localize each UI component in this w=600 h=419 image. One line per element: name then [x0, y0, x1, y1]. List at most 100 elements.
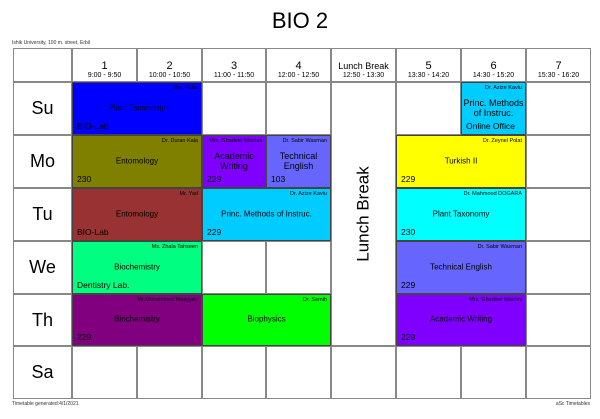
lesson-teacher: Dr. Duran Kala: [161, 138, 198, 144]
lesson-room: 230: [401, 227, 416, 237]
lesson-subject: Plant Taxonomy: [432, 209, 490, 218]
lunch-break-label: Lunch Break: [331, 82, 396, 346]
lesson-room: 229: [401, 332, 416, 342]
period-time: 11:00 - 11:50: [213, 72, 255, 79]
lesson-teacher: Mrs. Ghadeer Mashni: [209, 138, 262, 144]
lunch-column: [331, 82, 396, 346]
lesson-subject: Biochemistry: [114, 314, 160, 324]
lesson-room: 229: [77, 332, 92, 342]
lesson-subject: Turkish II: [444, 156, 478, 165]
lesson-card[interactable]: Dr. Zeynel Polat Turkish II 229: [396, 135, 526, 188]
empty-slot: [202, 82, 266, 135]
lesson-room: 229: [207, 174, 222, 184]
day-label: Mo: [13, 135, 72, 188]
day-label: We: [13, 241, 72, 294]
lesson-teacher: Mrs. Nuha: [172, 85, 198, 91]
brand-label: aSc Timetables: [555, 401, 590, 407]
lesson-subject: Entomology: [115, 156, 159, 165]
lesson-card[interactable]: Mrs. Nuha Plant Taxonomy BIO-Lab: [72, 82, 202, 135]
lesson-teacher: Ms. Zhala Tahseen: [151, 244, 198, 250]
empty-slot: [72, 346, 137, 399]
empty-slot: [526, 241, 591, 294]
period-number: 5: [425, 60, 432, 72]
empty-slot: [526, 346, 591, 399]
empty-slot: [331, 346, 396, 399]
lesson-teacher: Dr. Semih: [302, 297, 327, 303]
empty-slot: [396, 346, 461, 399]
lesson-subject: Princ. Methods of Instruc.: [221, 209, 312, 218]
generated-date: Timetable generated:4/1/2021: [12, 401, 79, 407]
lesson-room: 229: [401, 280, 416, 290]
lesson-teacher: Dr. Zeynel Polat: [482, 138, 522, 144]
lesson-subject: Technical English: [430, 262, 492, 271]
lesson-teacher: Dr. Sabir Wasman: [282, 138, 327, 144]
column-header: 2 10:00 - 10:50: [137, 48, 202, 82]
lesson-room: BIO-Lab: [77, 227, 109, 237]
empty-slot: [526, 188, 591, 241]
day-label: Th: [13, 294, 72, 346]
lesson-room: 229: [207, 227, 222, 237]
lesson-subject: Biophysics: [247, 314, 286, 324]
lesson-card[interactable]: Mr. Yad Entomology BIO-Lab: [72, 188, 202, 241]
lesson-subject: Technical English: [279, 150, 318, 171]
lesson-teacher: Dr. Sabir Wasman: [477, 244, 522, 250]
period-number: 7: [555, 60, 562, 72]
period-time: 12:50 - 13:30: [342, 72, 385, 79]
column-header: 3 11:00 - 11:50: [202, 48, 266, 82]
empty-slot: [266, 346, 331, 399]
lesson-card[interactable]: Dr. Semih Biophysics: [202, 294, 331, 346]
empty-slot: [526, 82, 591, 135]
column-header: 5 13:30 - 14:20: [396, 48, 461, 82]
empty-slot: [266, 82, 331, 135]
lesson-card[interactable]: Mrs. Ghadeer Mashni Academic Writing 229: [396, 294, 526, 346]
page-title: BIO 2: [271, 8, 329, 33]
period-time: 12:00 - 12:50: [277, 72, 320, 79]
lesson-card[interactable]: Dr. Mahmoud DOGARA Plant Taxonomy 230: [396, 188, 526, 241]
lesson-card[interactable]: Ms. Zhala Tahseen Biochemistry Dentistry L…: [72, 241, 202, 294]
lesson-card[interactable]: Dr. Azize Kavlu Princ. Methods of Instruc…: [202, 188, 331, 241]
lesson-subject: Academic Writing: [214, 150, 254, 171]
lesson-card[interactable]: Dr. Duran Kala Entomology 230: [72, 135, 202, 188]
lesson-card[interactable]: Dr. Sabir Wasman Technical English 103: [266, 135, 331, 188]
lesson-teacher: Dr. Mahmoud DOGARA: [463, 191, 522, 197]
lesson-room: Online Office: [466, 121, 515, 131]
lesson-teacher: Mr. Yad: [179, 191, 198, 197]
lesson-card[interactable]: Mrs. Ghadeer Mashni Academic Writing 229: [202, 135, 266, 188]
lesson-card[interactable]: Mr.Mohammed Moayyed Biochemistry 229: [72, 294, 202, 346]
corner-cell: [13, 48, 72, 82]
period-time: 15:30 - 16:20: [537, 72, 580, 79]
lesson-teacher: Mr.Mohammed Moayyed: [137, 297, 198, 303]
period-number: 1: [101, 60, 108, 72]
lesson-teacher: Dr. Azize Kavlu: [290, 191, 327, 197]
lesson-subject: Biochemistry: [114, 262, 160, 271]
period-time: 14:30 - 15:20: [472, 72, 515, 79]
period-time: 13:30 - 14:20: [407, 72, 450, 79]
period-time: 9:00 - 9:50: [87, 72, 122, 79]
period-number: 2: [166, 60, 173, 72]
lesson-room: 229: [401, 174, 416, 184]
day-label: Tu: [13, 188, 72, 241]
lesson-card[interactable]: Dr. Sabir Wasman Technical English 229: [396, 241, 526, 294]
lesson-card[interactable]: Dr. Azize Kavlu Princ. Methods of Instruc…: [461, 82, 526, 135]
column-header: 7 15:30 - 16:20: [526, 48, 591, 82]
lesson-teacher: Dr. Azize Kavlu: [485, 85, 522, 91]
school-address: Ishik University, 100 m. street, Erbil: [12, 40, 90, 46]
period-number: 6: [490, 60, 497, 72]
period-number: Lunch Break: [338, 61, 389, 71]
day-label: Sa: [13, 346, 72, 399]
empty-slot: [266, 241, 331, 294]
lesson-teacher: Mrs. Ghadeer Mashni: [469, 297, 522, 303]
column-header: 4 12:00 - 12:50: [266, 48, 331, 82]
lesson-subject: Entomology: [115, 209, 159, 218]
lesson-subject: Princ. Methods of Instruc.: [463, 97, 524, 118]
empty-slot: [202, 346, 266, 399]
lesson-room: BIO-Lab: [77, 121, 109, 131]
day-label: Su: [13, 82, 72, 135]
empty-slot: [526, 294, 591, 346]
lesson-subject: Academic Writing: [429, 314, 493, 324]
period-number: 4: [295, 60, 302, 72]
period-time: 10:00 - 10:50: [148, 72, 191, 79]
lunch-break-text: Lunch Break: [353, 166, 373, 262]
period-number: 3: [230, 60, 238, 72]
empty-slot: [396, 82, 461, 135]
